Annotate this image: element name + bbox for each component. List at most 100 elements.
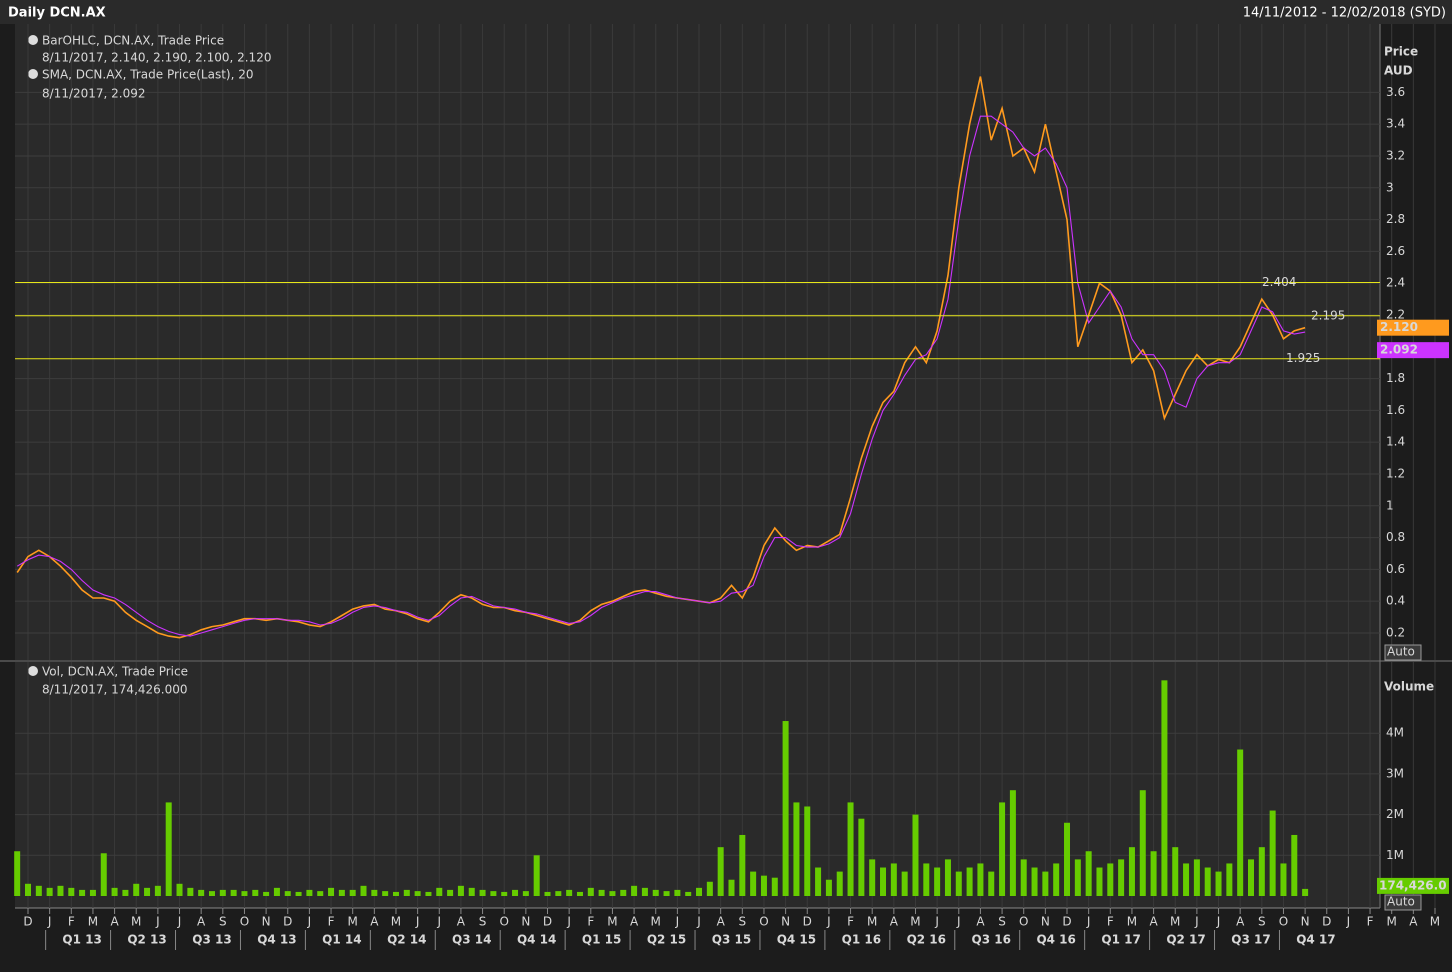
scale-button[interactable] <box>1384 644 1422 661</box>
x-tick-label: M <box>910 915 920 929</box>
volume-bar <box>371 889 378 896</box>
y-tick-label: 2.2 <box>1386 307 1405 321</box>
volume-bar <box>252 889 259 896</box>
volume-bar <box>187 887 194 896</box>
volume-bar <box>1128 847 1135 896</box>
volume-bar <box>273 887 280 896</box>
legend-value: 8/11/2017, 2.092 <box>42 87 146 101</box>
volume-bar <box>317 891 324 896</box>
volume-bar <box>793 802 800 896</box>
volume-bar <box>609 891 616 896</box>
x-tick-label: J <box>1194 915 1199 929</box>
volume-bar <box>869 859 876 896</box>
quarter-label: Q3 14 <box>452 933 491 947</box>
volume-bar <box>360 885 367 896</box>
x-tick-label: F <box>1367 915 1374 929</box>
volume-bar <box>1096 867 1103 896</box>
y-tick-label: 3.6 <box>1386 85 1405 99</box>
y-axis-title: Price <box>1384 45 1418 59</box>
quarter-label: Q2 13 <box>127 933 166 947</box>
y-tick-label: 0.8 <box>1386 530 1405 544</box>
volume-bar <box>836 871 843 896</box>
volume-bar <box>804 806 811 896</box>
x-tick-label: D <box>1322 915 1331 929</box>
volume-bar <box>587 887 594 896</box>
x-tick-label: M <box>607 915 617 929</box>
y-tick-label: 1 <box>1386 498 1394 512</box>
volume-bar <box>501 891 508 896</box>
level-label: 2.404 <box>1262 275 1296 289</box>
volume-bar <box>392 891 399 896</box>
volume-bar <box>1107 863 1114 896</box>
volume-bar <box>447 889 454 896</box>
price-line <box>16 76 1306 639</box>
volume-bar <box>414 891 421 896</box>
volume-bar <box>566 889 573 896</box>
y-tick-label: 2.6 <box>1386 244 1405 258</box>
volume-bar <box>620 889 627 896</box>
volume-bar <box>46 887 53 896</box>
volume-bar <box>663 891 670 896</box>
scale-button[interactable] <box>1384 894 1422 911</box>
volume-bar <box>847 802 854 896</box>
x-tick-label: O <box>499 915 508 929</box>
volume-bar <box>1258 847 1265 896</box>
x-tick-label: F <box>328 915 335 929</box>
y-tick-label: 0.4 <box>1386 594 1405 608</box>
header-title: Daily DCN.AX <box>8 6 106 21</box>
volume-bar <box>89 889 96 896</box>
volume-bar <box>598 889 605 896</box>
volume-bar <box>1020 859 1027 896</box>
volume-bar <box>988 871 995 896</box>
legend-label: BarOHLC, DCN.AX, Trade Price <box>42 34 224 48</box>
volume-bar <box>208 891 215 896</box>
volume-bar <box>1139 790 1146 896</box>
x-tick-label: F <box>847 915 854 929</box>
price-line <box>16 115 1306 637</box>
y-tick-label: 4M <box>1386 726 1404 740</box>
legend-label: Vol, DCN.AX, Trade Price <box>42 665 188 679</box>
volume-bar <box>1118 859 1125 896</box>
level-label: 2.195 <box>1311 308 1345 322</box>
volume-bar <box>165 802 172 896</box>
quarter-label: Q3 16 <box>972 933 1011 947</box>
volume-bar <box>133 883 140 896</box>
x-tick-label: A <box>370 915 379 929</box>
volume-bar <box>652 889 659 896</box>
x-tick-label: J <box>437 915 442 929</box>
x-tick-label: N <box>262 915 271 929</box>
last-value-label: 2.092 <box>1380 343 1418 357</box>
x-tick-label: N <box>1041 915 1050 929</box>
volume-bar <box>1280 863 1287 896</box>
x-tick-label: J <box>47 915 52 929</box>
x-tick-label: J <box>696 915 701 929</box>
y-tick-label: 2.4 <box>1386 276 1405 290</box>
x-tick-label: J <box>675 915 680 929</box>
volume-bar <box>782 721 789 896</box>
quarter-label: Q3 15 <box>712 933 751 947</box>
quarter-label: Q1 16 <box>842 933 881 947</box>
volume-bar <box>14 851 21 896</box>
x-tick-label: J <box>566 915 571 929</box>
quarter-label: Q4 14 <box>517 933 556 947</box>
volume-bar <box>457 885 464 896</box>
volume-bar <box>1085 851 1092 896</box>
quarter-label: Q4 17 <box>1296 933 1335 947</box>
volume-bar <box>576 891 583 896</box>
volume-bar <box>1172 847 1179 896</box>
quarter-label: Q4 16 <box>1036 933 1075 947</box>
volume-bar <box>295 891 302 896</box>
legend-icon <box>28 35 38 45</box>
volume-bar <box>1042 871 1049 896</box>
x-tick-label: M <box>1430 915 1440 929</box>
volume-bar <box>728 879 735 896</box>
scale-button-label[interactable]: Auto <box>1387 895 1415 909</box>
volume-bar <box>1269 810 1276 896</box>
volume-bar <box>934 867 941 896</box>
quarter-label: Q1 17 <box>1101 933 1140 947</box>
volume-bar <box>1183 863 1190 896</box>
x-tick-label: A <box>976 915 985 929</box>
scale-button-label[interactable]: Auto <box>1387 645 1415 659</box>
volume-bar <box>284 891 291 896</box>
volume-bar <box>122 889 129 896</box>
